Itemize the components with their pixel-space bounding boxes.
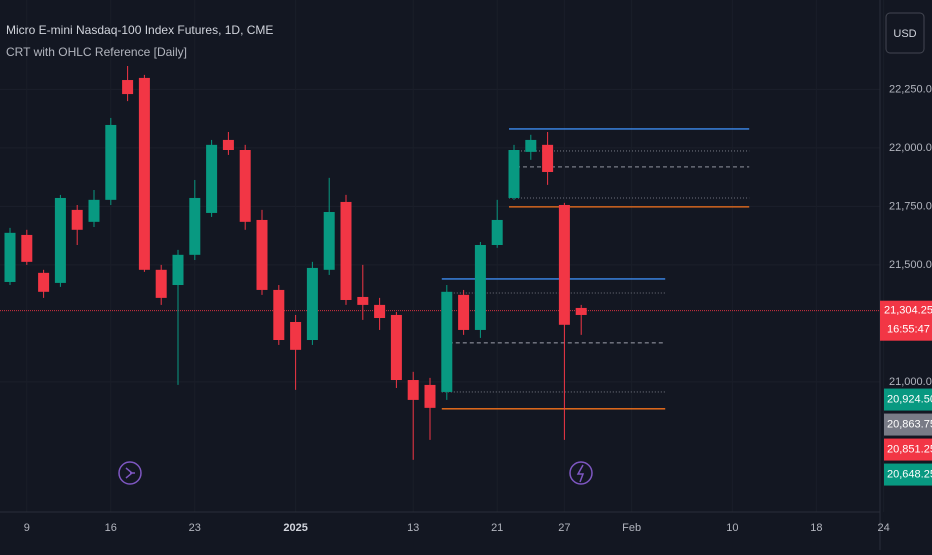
candle-body bbox=[491, 219, 503, 246]
x-tick-label: 27 bbox=[558, 522, 570, 534]
countdown-label: 16:55:47 bbox=[887, 324, 930, 336]
candle-body bbox=[340, 201, 352, 300]
price-badge-label: 20,863.75 bbox=[887, 418, 932, 430]
y-tick-label: 21,500.00 bbox=[889, 259, 932, 271]
plot-area bbox=[0, 65, 880, 460]
candle-body bbox=[441, 291, 453, 392]
candle-body bbox=[88, 199, 100, 222]
x-tick-label: 16 bbox=[105, 522, 117, 534]
candle-body bbox=[105, 124, 117, 200]
indicator-title[interactable]: CRT with OHLC Reference [Daily] bbox=[6, 45, 187, 59]
x-tick-label: 9 bbox=[24, 522, 30, 534]
candle-body bbox=[290, 321, 302, 350]
candle-body bbox=[374, 304, 386, 319]
price-badge bbox=[884, 413, 932, 436]
candle-body bbox=[558, 204, 570, 325]
candle-body bbox=[222, 139, 234, 150]
event-icon[interactable] bbox=[569, 461, 593, 485]
price-badge-label: 20,648.25 bbox=[887, 468, 932, 480]
candle-body bbox=[273, 289, 285, 341]
price-badge-label: 20,924.50 bbox=[887, 393, 932, 405]
symbol-title: Micro E-mini Nasdaq-100 Index Futures, 1… bbox=[6, 23, 273, 37]
candle-body bbox=[323, 212, 335, 270]
candle-body bbox=[4, 232, 16, 282]
candle-body bbox=[21, 234, 33, 262]
x-tick-label: 2025 bbox=[283, 522, 307, 534]
price-badge bbox=[884, 438, 932, 461]
candle-body bbox=[474, 245, 486, 330]
candle-body bbox=[189, 197, 201, 255]
candle-body bbox=[38, 272, 50, 292]
x-tick-label: 13 bbox=[407, 522, 419, 534]
candle-body bbox=[424, 384, 436, 408]
candle-body bbox=[155, 269, 167, 298]
candle-body bbox=[239, 149, 251, 222]
candle-body bbox=[575, 307, 587, 315]
x-tick-label: 24 bbox=[877, 522, 889, 534]
candle-body bbox=[54, 197, 66, 283]
candle-body bbox=[256, 219, 268, 290]
candle-body bbox=[407, 380, 419, 400]
candle-body bbox=[138, 77, 150, 270]
candle-body bbox=[206, 144, 218, 213]
candle-body bbox=[306, 267, 318, 341]
x-tick-label: 18 bbox=[810, 522, 822, 534]
y-tick-label: 22,250.00 bbox=[889, 83, 932, 95]
candle-body bbox=[508, 149, 520, 198]
candle-body bbox=[390, 314, 402, 381]
currency-button[interactable] bbox=[885, 12, 925, 54]
y-tick-label: 21,750.00 bbox=[889, 200, 932, 212]
last-price-label: 21,304.25 bbox=[884, 305, 932, 317]
y-tick-label: 21,000.00 bbox=[889, 376, 932, 388]
candle-body bbox=[172, 254, 184, 286]
candle-body bbox=[525, 139, 537, 152]
price-badge-label: 20,851.25 bbox=[887, 443, 932, 455]
last-price-badge bbox=[880, 300, 932, 341]
x-tick-label: 23 bbox=[189, 522, 201, 534]
price-badge bbox=[884, 463, 932, 486]
currency-label[interactable]: USD bbox=[893, 28, 916, 40]
candle-body bbox=[122, 80, 134, 95]
price-badge bbox=[884, 388, 932, 411]
x-tick-label: Feb bbox=[622, 522, 641, 534]
candle-body bbox=[71, 209, 83, 230]
y-tick-label: 22,000.00 bbox=[889, 142, 932, 154]
candle-body bbox=[458, 294, 470, 330]
x-tick-label: 10 bbox=[726, 522, 738, 534]
candle-body bbox=[542, 144, 554, 172]
x-tick-label: 21 bbox=[491, 522, 503, 534]
candle-body bbox=[357, 296, 369, 305]
event-icon[interactable] bbox=[118, 461, 142, 485]
